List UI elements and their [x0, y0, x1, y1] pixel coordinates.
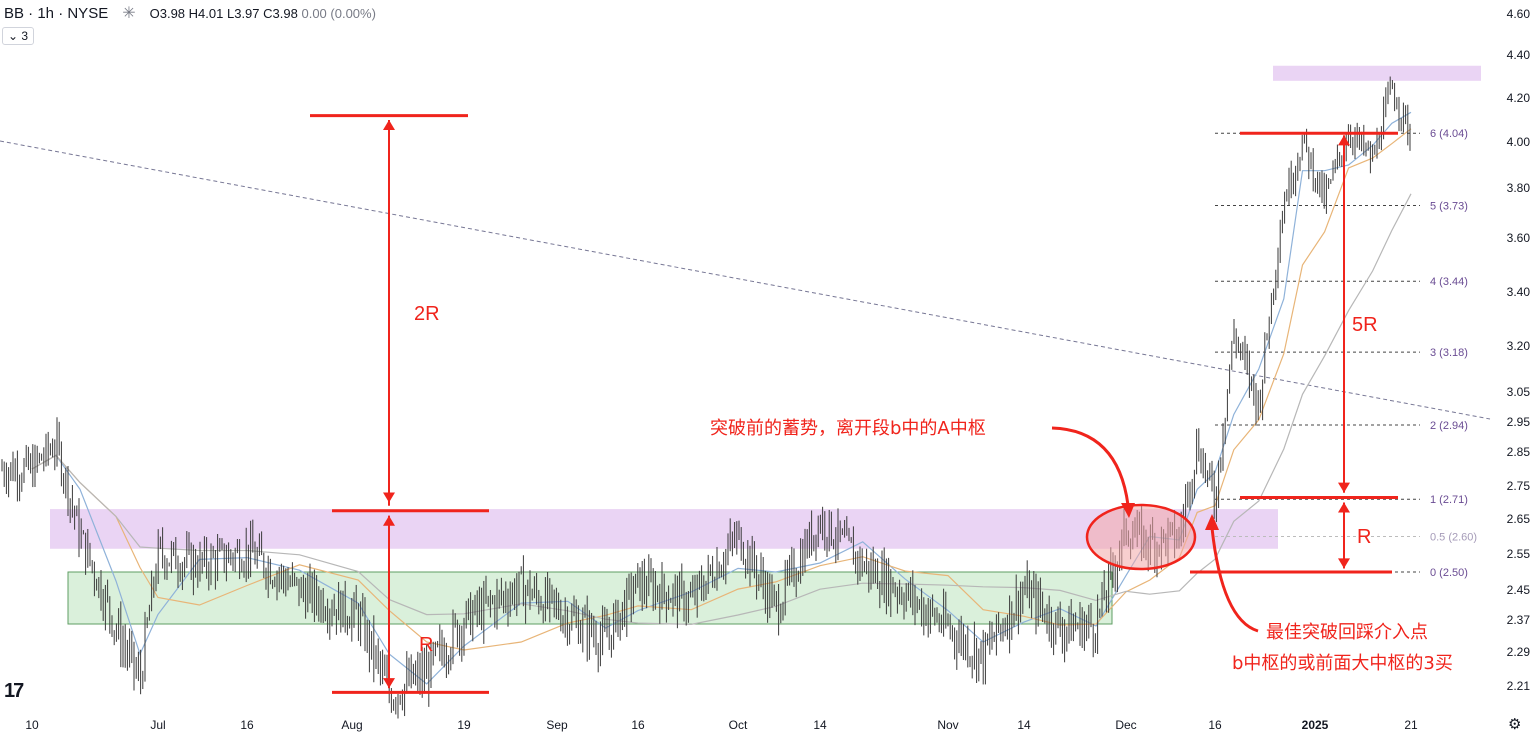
time-tick-10: 14 [1017, 718, 1031, 732]
purple-zone-top [1273, 65, 1481, 81]
arrow-r-up-head [383, 515, 395, 526]
indicators-toggle[interactable]: ⌄ 3 [2, 27, 35, 45]
arrow-r-right-up-head [1338, 502, 1350, 513]
price-tick-11: 2.75 [1507, 479, 1531, 493]
fib-label-6: 0.5 (2.60) [1430, 532, 1477, 544]
time-tick-6: 16 [631, 718, 645, 732]
price-tick-1: 4.40 [1507, 48, 1531, 62]
chevron-down-icon: ⌄ [8, 29, 19, 43]
fib-label-3: 3 (3.18) [1430, 347, 1468, 359]
price-tick-8: 3.05 [1507, 385, 1531, 399]
price-tick-10: 2.85 [1507, 445, 1531, 459]
arrow-5r-down-head [1338, 482, 1350, 493]
fib-label-4: 2 (2.94) [1430, 420, 1468, 432]
price-tick-4: 3.80 [1507, 181, 1531, 195]
price-tick-9: 2.95 [1507, 415, 1531, 429]
price-tick-3: 4.00 [1507, 135, 1531, 149]
price-tick-2: 4.20 [1507, 91, 1531, 105]
fib-label-0: 6 (4.04) [1430, 128, 1468, 140]
fib-label-2: 4 (3.44) [1430, 276, 1468, 288]
accumulation-arrow-head [1121, 503, 1135, 518]
price-tick-15: 2.37 [1507, 613, 1531, 627]
time-tick-13: 2025 [1302, 718, 1329, 732]
chart-header: BB · 1h · NYSE ✳ O3.98 H4.01 L3.97 C3.98… [4, 3, 376, 23]
high-value: H4.01 [188, 5, 224, 21]
note-accumulation: 突破前的蓄势，离开段b中的A中枢 [710, 418, 986, 439]
close-value: C3.98 [263, 5, 298, 21]
entry-arrow [1210, 527, 1259, 633]
price-tick-16: 2.29 [1507, 645, 1531, 659]
price-tick-12: 2.65 [1507, 512, 1531, 526]
fib-label-5: 1 (2.71) [1430, 494, 1468, 506]
fib-label-1: 5 (3.73) [1430, 201, 1468, 213]
note-third-buy: b中枢的或前面大中枢的3买 [1232, 653, 1453, 674]
time-tick-8: 14 [813, 718, 827, 732]
indicator-count: 3 [21, 29, 29, 43]
ohlc-readout: O3.98 H4.01 L3.97 C3.98 0.00 (0.00%) [150, 6, 376, 21]
time-tick-5: Sep [546, 718, 568, 732]
label-r-right: R [1357, 526, 1371, 548]
symbol-label[interactable]: BB · 1h · NYSE [4, 4, 109, 22]
time-tick-11: Dec [1115, 718, 1136, 732]
ma-fast-line [31, 111, 1412, 685]
accumulation-arrow [1051, 426, 1130, 506]
label-5r: 5R [1352, 314, 1378, 336]
entry-arrow-head [1205, 514, 1219, 530]
open-value: O3.98 [149, 5, 186, 21]
note-best-entry: 最佳突破回踩介入点 [1266, 622, 1428, 643]
time-tick-7: Oct [729, 718, 748, 732]
price-tick-0: 4.60 [1507, 7, 1531, 21]
label-r-left: R [419, 634, 433, 656]
tradingview-logo-icon[interactable]: 17 [4, 680, 24, 702]
fib-label-7: 0 (2.50) [1430, 567, 1468, 579]
time-tick-0: 10 [25, 718, 39, 732]
price-tick-7: 3.20 [1507, 339, 1531, 353]
time-tick-4: 19 [457, 718, 471, 732]
ma-slow-line [31, 193, 1412, 626]
low-value: L3.97 [226, 5, 260, 21]
time-tick-2: 16 [240, 718, 254, 732]
time-tick-9: Nov [937, 718, 958, 732]
price-tick-14: 2.45 [1507, 583, 1531, 597]
time-tick-1: Jul [150, 718, 165, 732]
price-tick-13: 2.55 [1507, 547, 1531, 561]
settings-icon[interactable]: ⚙ [1508, 716, 1522, 733]
time-tick-3: Aug [341, 718, 362, 732]
time-tick-12: 16 [1208, 718, 1222, 732]
time-tick-14: 21 [1404, 718, 1418, 732]
change-value: 0.00 (0.00%) [301, 5, 376, 21]
arrow-2r-down-head [383, 492, 395, 503]
snowflake-icon[interactable]: ✳ [122, 5, 136, 22]
accumulation-circle [1085, 503, 1197, 571]
downtrend-line [0, 140, 1491, 420]
price-tick-6: 3.40 [1507, 285, 1531, 299]
price-tick-17: 2.21 [1507, 679, 1531, 693]
candles [1, 76, 1411, 719]
label-2r: 2R [414, 303, 440, 325]
price-tick-5: 3.60 [1507, 231, 1531, 245]
